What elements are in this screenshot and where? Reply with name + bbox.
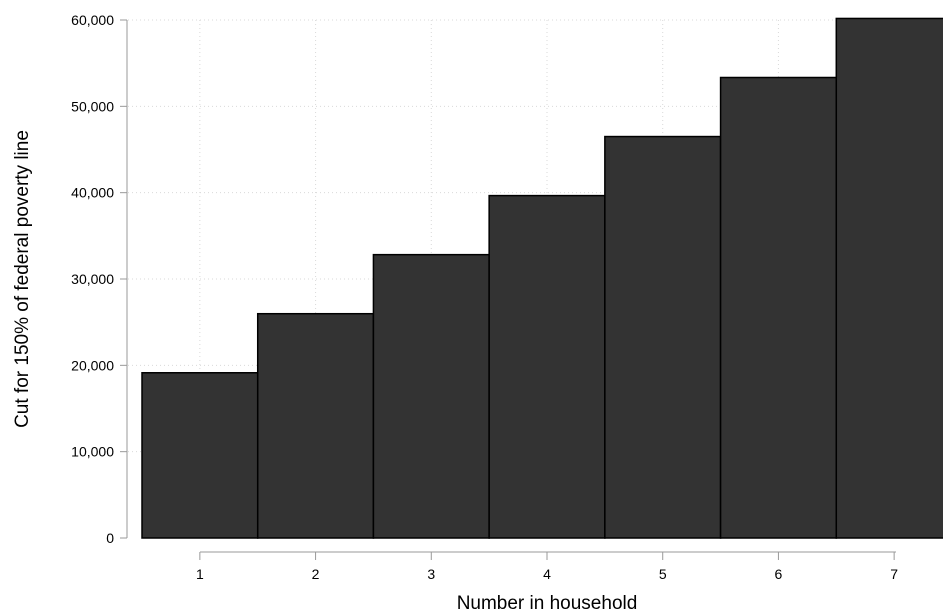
x-tick-label: 5: [659, 566, 667, 582]
x-tick-label: 7: [890, 566, 898, 582]
x-tick-label: 1: [196, 566, 204, 582]
y-axis-ticks: 0 10,000 20,000 30,000 40,000 50,000 60,000: [71, 12, 127, 546]
bar-7: [835, 17, 943, 539]
bar-2: [256, 312, 375, 539]
bars: [141, 17, 943, 539]
y-tick-label: 50,000: [71, 98, 114, 114]
y-tick-label: 0: [106, 530, 114, 546]
y-tick-label: 30,000: [71, 271, 114, 287]
x-axis-title: Number in household: [457, 593, 638, 614]
bar-4: [488, 194, 606, 539]
x-tick-label: 3: [427, 566, 435, 582]
bar-5: [604, 135, 722, 539]
y-tick-label: 40,000: [71, 185, 114, 201]
x-axis-ticks: 1 2 3 4 5 6 7: [196, 552, 898, 582]
bar-6: [719, 76, 838, 539]
x-tick-label: 2: [312, 566, 320, 582]
x-tick-label: 6: [775, 566, 783, 582]
y-tick-label: 10,000: [71, 444, 114, 460]
y-tick-label: 60,000: [71, 12, 114, 28]
y-tick-label: 20,000: [71, 357, 114, 373]
y-axis-title: Cut for 150% of federal poverty line: [12, 130, 33, 428]
x-tick-label: 4: [543, 566, 551, 582]
bar-3: [372, 253, 490, 539]
bar-1: [141, 372, 259, 539]
